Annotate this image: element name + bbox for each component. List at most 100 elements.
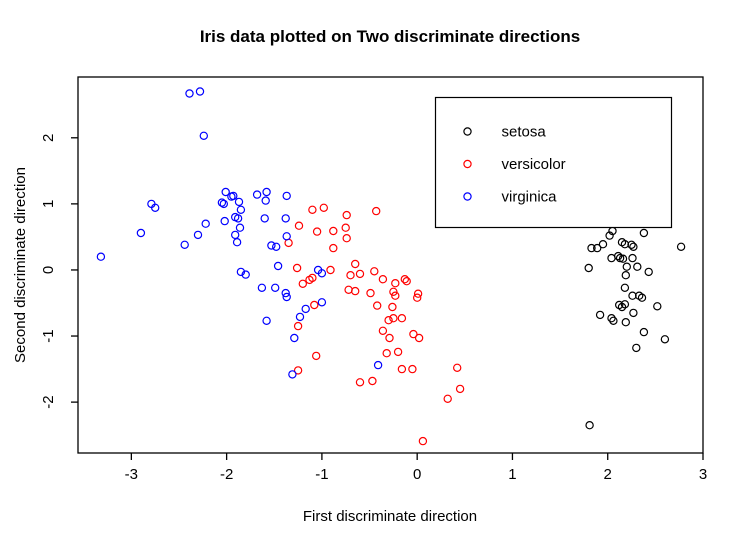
data-point-setosa [607,314,616,323]
data-point-virginica [217,198,227,207]
data-point-setosa [617,302,627,312]
data-point-setosa [621,271,631,280]
data-point-virginica [236,205,246,214]
data-point-versicolor [370,267,379,276]
data-point-versicolor [373,301,382,310]
data-point-versicolor [402,277,411,286]
data-point-virginica [229,191,238,201]
data-point-versicolor [292,263,302,273]
data-point-virginica [193,230,203,240]
x-tick-label: 1 [508,466,516,483]
data-point-versicolor [453,363,462,372]
y-tick-label: -2 [40,395,57,408]
data-point-setosa [584,263,593,273]
data-point-setosa [632,343,641,353]
data-point-setosa [587,243,596,253]
x-tick-label: 0 [413,466,421,483]
data-point-setosa [627,240,636,249]
x-tick-label: -1 [315,466,328,483]
data-point-virginica [272,242,281,251]
data-point-setosa [621,318,631,327]
data-point-versicolor [366,288,375,298]
data-point-versicolor [414,333,424,343]
data-point-versicolor [388,302,397,312]
data-point-setosa [605,231,614,240]
data-point-setosa [607,253,616,263]
data-point-versicolor [378,326,388,335]
x-axis-title: First discriminate direction [303,508,477,525]
data-point-virginica [230,230,240,240]
y-tick-label: 1 [40,200,57,208]
data-point-versicolor [382,349,391,358]
data-point-virginica [301,304,310,314]
data-point-versicolor [293,366,303,375]
data-point-versicolor [397,364,407,374]
data-point-virginica [241,270,250,279]
legend-label-versicolor: versicolor [502,156,566,173]
x-tick-label: -2 [220,466,233,483]
data-point-versicolor [413,289,423,298]
data-point-virginica [290,333,299,343]
data-point-virginica [234,197,244,207]
data-point-versicolor [312,227,322,236]
data-point-versicolor [409,329,418,339]
data-point-versicolor [294,221,304,230]
data-point-versicolor [413,293,422,302]
data-point-virginica [281,288,290,298]
y-tick-label: 2 [40,134,57,142]
data-point-setosa [629,242,638,251]
legend-label-virginica: virginica [502,189,558,206]
data-point-virginica [282,292,291,302]
data-point-setosa [622,262,632,271]
data-point-versicolor [319,203,328,212]
data-point-virginica [232,237,242,247]
data-point-setosa [620,300,630,309]
data-point-virginica [317,269,327,278]
data-point-setosa [633,262,642,271]
data-point-versicolor [355,378,365,387]
data-point-versicolor [308,205,317,214]
data-point-setosa [618,254,628,263]
x-tick-label: 2 [604,466,612,483]
data-point-versicolor [329,226,338,236]
data-point-versicolor [397,314,407,323]
data-point-virginica [150,203,160,212]
data-point-versicolor [418,436,428,446]
legend-marker-virginica [463,192,472,201]
data-point-virginica [136,228,146,238]
data-point-virginica [273,261,283,271]
data-point-setosa [639,327,649,337]
chart-title: Iris data plotted on Two discriminate di… [200,27,580,46]
data-point-versicolor [305,275,314,285]
data-point-versicolor [393,347,403,357]
data-point-virginica [260,214,269,223]
data-point-versicolor [400,275,409,284]
data-point-setosa [676,242,686,251]
data-point-virginica [180,240,189,249]
data-point-virginica [219,199,228,209]
data-point-versicolor [391,279,400,288]
data-point-virginica [252,190,262,199]
data-point-virginica [282,232,291,241]
data-point-versicolor [389,314,398,323]
data-point-versicolor [329,243,338,253]
data-point-versicolor [351,259,360,269]
data-point-setosa [639,228,649,238]
data-point-versicolor [385,333,394,343]
data-point-versicolor [443,394,452,403]
x-tick-label: -3 [125,466,138,483]
data-point-setosa [614,251,623,261]
y-tick-label: 0 [40,266,57,274]
legend-label-setosa: setosa [502,124,547,141]
data-point-versicolor [326,265,335,275]
data-point-virginica [195,87,205,96]
data-point-virginica [199,131,208,140]
data-point-setosa [595,310,605,320]
data-point-versicolor [391,291,400,300]
data-point-setosa [644,267,653,277]
data-point-virginica [295,312,305,322]
data-point-virginica [317,298,327,307]
data-point-versicolor [346,271,355,280]
data-point-versicolor [378,275,388,284]
